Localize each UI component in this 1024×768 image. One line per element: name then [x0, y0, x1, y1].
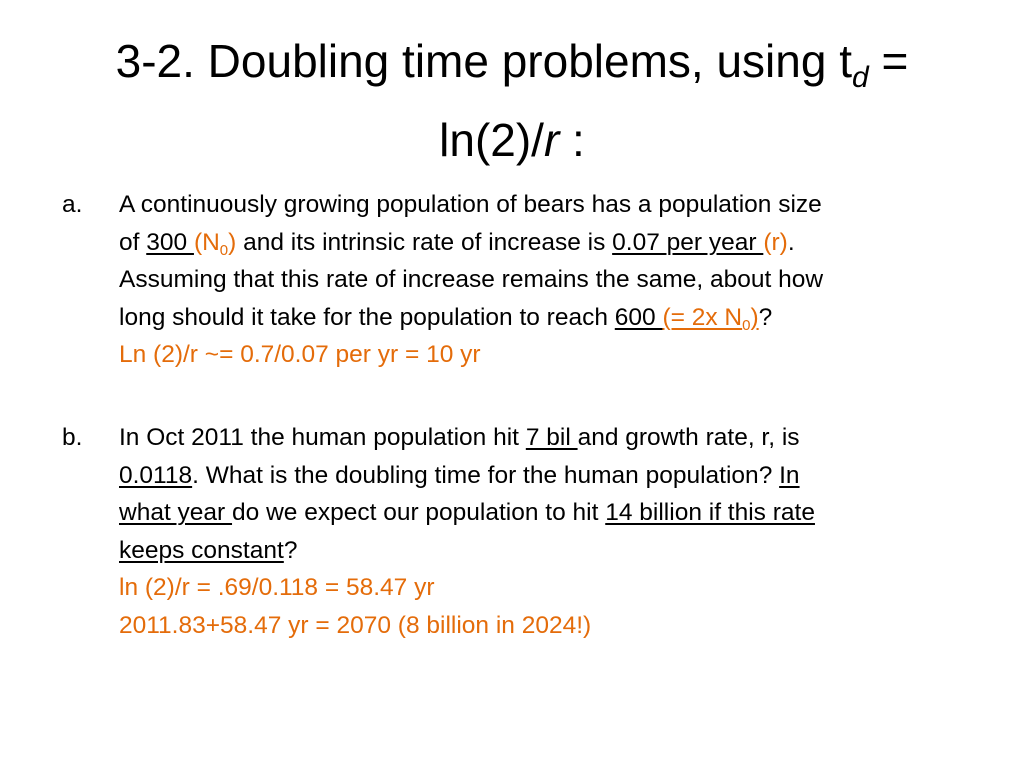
problem-a-line-2: of 300 (N0) and its intrinsic rate of in…: [119, 224, 962, 262]
problem-b-marker: b.: [62, 424, 83, 451]
problem-b-answer-2: 2011.83+58.47 yr = 2070 (8 billion in 20…: [119, 611, 592, 639]
label-n0: (N0): [193, 228, 237, 259]
problem-b-line-3: what year do we expect our population to…: [119, 494, 962, 532]
text-what-year: what year: [119, 499, 233, 526]
problem-a-answer: Ln (2)/r ~= 0.7/0.07 per yr = 10 yr: [119, 341, 481, 368]
text-keeps-constant: keeps constant: [119, 536, 284, 564]
title-prefix: 3-2. Doubling time problems, using t: [115, 35, 852, 87]
label-n0-subscript: 0: [219, 241, 229, 259]
value-600: 600: [614, 303, 663, 331]
text-question-mark-b: ?: [283, 536, 298, 564]
value-300: 300: [146, 228, 194, 256]
text-rate-intro: and its intrinsic rate of increase is: [236, 228, 613, 256]
problem-a-line-3: Assuming that this rate of increase rema…: [119, 266, 824, 293]
title-equals: =: [868, 35, 909, 87]
problem-a-marker: a.: [62, 191, 83, 218]
problem-b-line-4: keeps constant?: [119, 532, 962, 570]
title-colon: :: [559, 114, 585, 166]
problem-b-line-2: 0.0118. What is the doubling time for th…: [119, 457, 962, 495]
text-in: In: [779, 461, 800, 489]
text-expect: do we expect our population to hit: [232, 499, 606, 526]
title-subscript: d: [852, 61, 869, 94]
problem-b-answer-1: ln (2)/r = .69/0.118 = 58.47 yr: [119, 574, 435, 601]
title-line-2: ln(2)/r :: [40, 109, 984, 171]
problem-b-body: In Oct 2011 the human population hit 7 b…: [119, 419, 962, 644]
text-growth-rate: and growth rate, r, is: [577, 424, 800, 451]
value-7-bil: 7 bil: [525, 424, 578, 451]
text-14-billion: 14 billion if this rate: [605, 499, 815, 526]
label-r: (r): [763, 228, 788, 256]
problem-b-line-1: In Oct 2011 the human population hit 7 b…: [119, 419, 962, 457]
label-2x-n0-subscript: 0: [742, 316, 751, 334]
label-n0-open: (N: [193, 228, 220, 256]
problem-a: a. A continuously growing population of …: [62, 186, 962, 374]
label-2x-n0: (= 2x N0): [662, 303, 759, 334]
label-n0-close: ): [228, 228, 237, 256]
slide-title: 3-2. Doubling time problems, using td = …: [40, 30, 984, 171]
text-reach: long should it take for the population t…: [119, 303, 615, 331]
text-of: of: [119, 228, 147, 256]
value-rate: 0.07 per year: [612, 228, 764, 256]
text-population-hit: In Oct 2011 the human population hit: [119, 424, 526, 451]
value-growth-rate: 0.0118: [119, 461, 193, 489]
title-r-variable: r: [543, 114, 560, 166]
text-period: .: [787, 228, 795, 256]
title-line-1: 3-2. Doubling time problems, using td =: [40, 30, 984, 109]
text-question-mark: ?: [758, 303, 773, 331]
problem-a-body: A continuously growing population of bea…: [119, 186, 962, 374]
text-doubling-question: . What is the doubling time for the huma…: [192, 461, 780, 489]
problem-b: b. In Oct 2011 the human population hit …: [62, 419, 962, 644]
label-2x-n0-open: (= 2x N: [662, 303, 743, 331]
problem-a-line-4: long should it take for the population t…: [119, 299, 962, 337]
label-2x-n0-close: ): [750, 303, 759, 331]
problem-a-line-1: A continuously growing population of bea…: [119, 191, 822, 218]
title-ln2: ln(2)/: [439, 114, 544, 166]
